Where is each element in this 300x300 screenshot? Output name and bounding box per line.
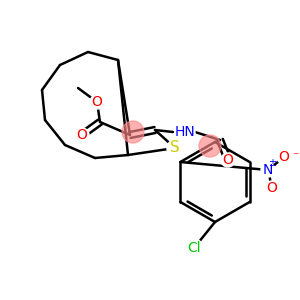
Text: S: S	[170, 140, 180, 155]
Text: O: O	[267, 181, 278, 195]
Circle shape	[185, 239, 203, 257]
Circle shape	[122, 121, 144, 143]
Circle shape	[265, 181, 279, 195]
Circle shape	[199, 135, 221, 157]
Circle shape	[167, 140, 183, 156]
Circle shape	[175, 122, 195, 142]
Text: Cl: Cl	[187, 241, 201, 255]
Text: ⁻: ⁻	[292, 151, 298, 164]
Text: O: O	[92, 95, 102, 109]
Circle shape	[277, 150, 291, 164]
Text: HN: HN	[175, 125, 195, 139]
Text: N: N	[263, 163, 273, 177]
Circle shape	[75, 128, 89, 142]
Circle shape	[261, 163, 275, 177]
Circle shape	[90, 95, 104, 109]
Text: O: O	[76, 128, 87, 142]
Text: ±: ±	[268, 158, 276, 168]
Text: O: O	[279, 150, 289, 164]
Circle shape	[221, 153, 235, 167]
Text: O: O	[223, 153, 233, 167]
